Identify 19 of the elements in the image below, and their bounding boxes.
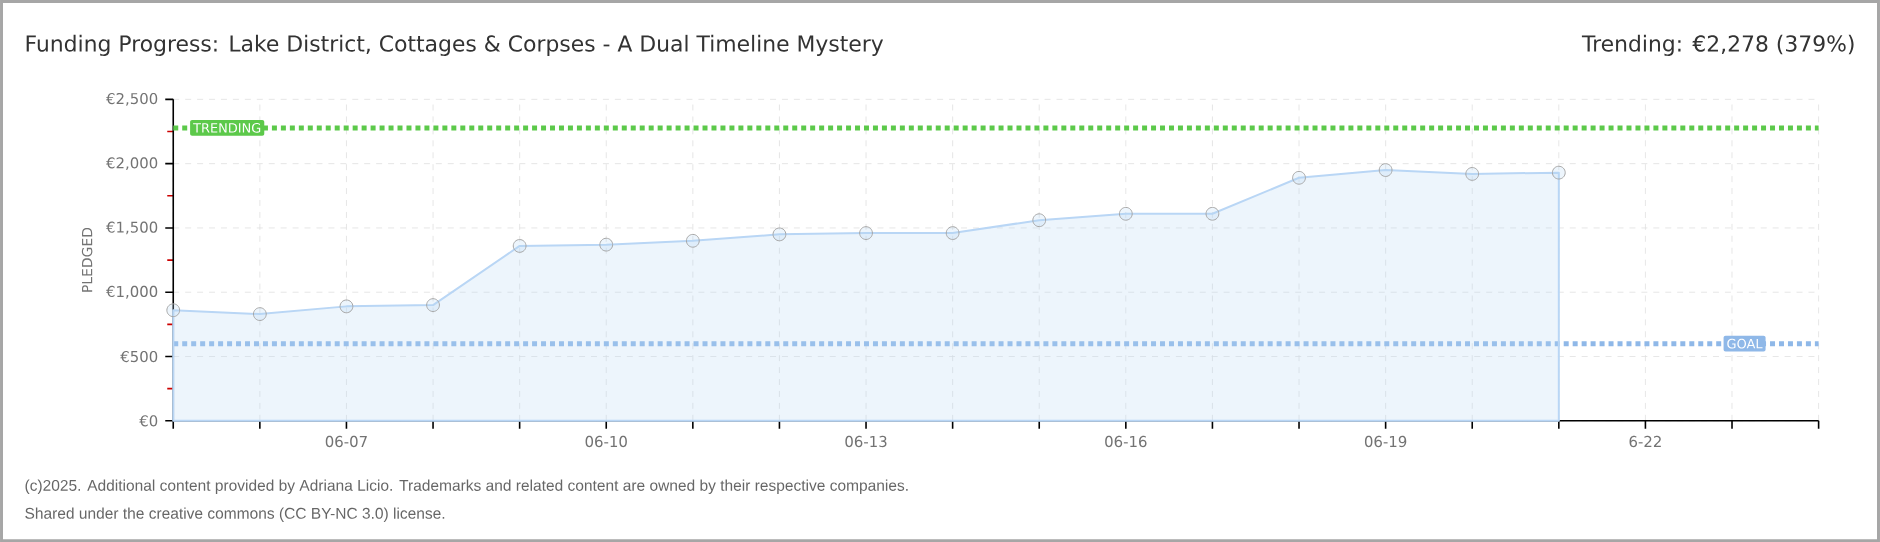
point bbox=[339, 299, 354, 314]
point bbox=[1205, 206, 1220, 221]
point bbox=[599, 237, 614, 252]
chart-subtitle: Trending: €2,278 (379%) bbox=[1581, 34, 1854, 56]
point bbox=[1118, 206, 1133, 221]
point bbox=[859, 226, 873, 240]
point bbox=[1465, 166, 1480, 181]
point bbox=[1292, 170, 1306, 185]
chart-title: Funding Progress: Lake District, Cottages & Corpses - A Dual Timeline Mystery bbox=[26, 34, 884, 56]
point bbox=[772, 227, 787, 242]
point bbox=[1551, 165, 1566, 180]
point bbox=[166, 303, 181, 318]
point bbox=[512, 238, 527, 253]
point bbox=[252, 307, 267, 321]
point bbox=[1378, 163, 1393, 177]
point bbox=[1032, 213, 1047, 228]
point bbox=[945, 226, 960, 240]
point bbox=[685, 233, 700, 248]
point bbox=[426, 298, 440, 312]
